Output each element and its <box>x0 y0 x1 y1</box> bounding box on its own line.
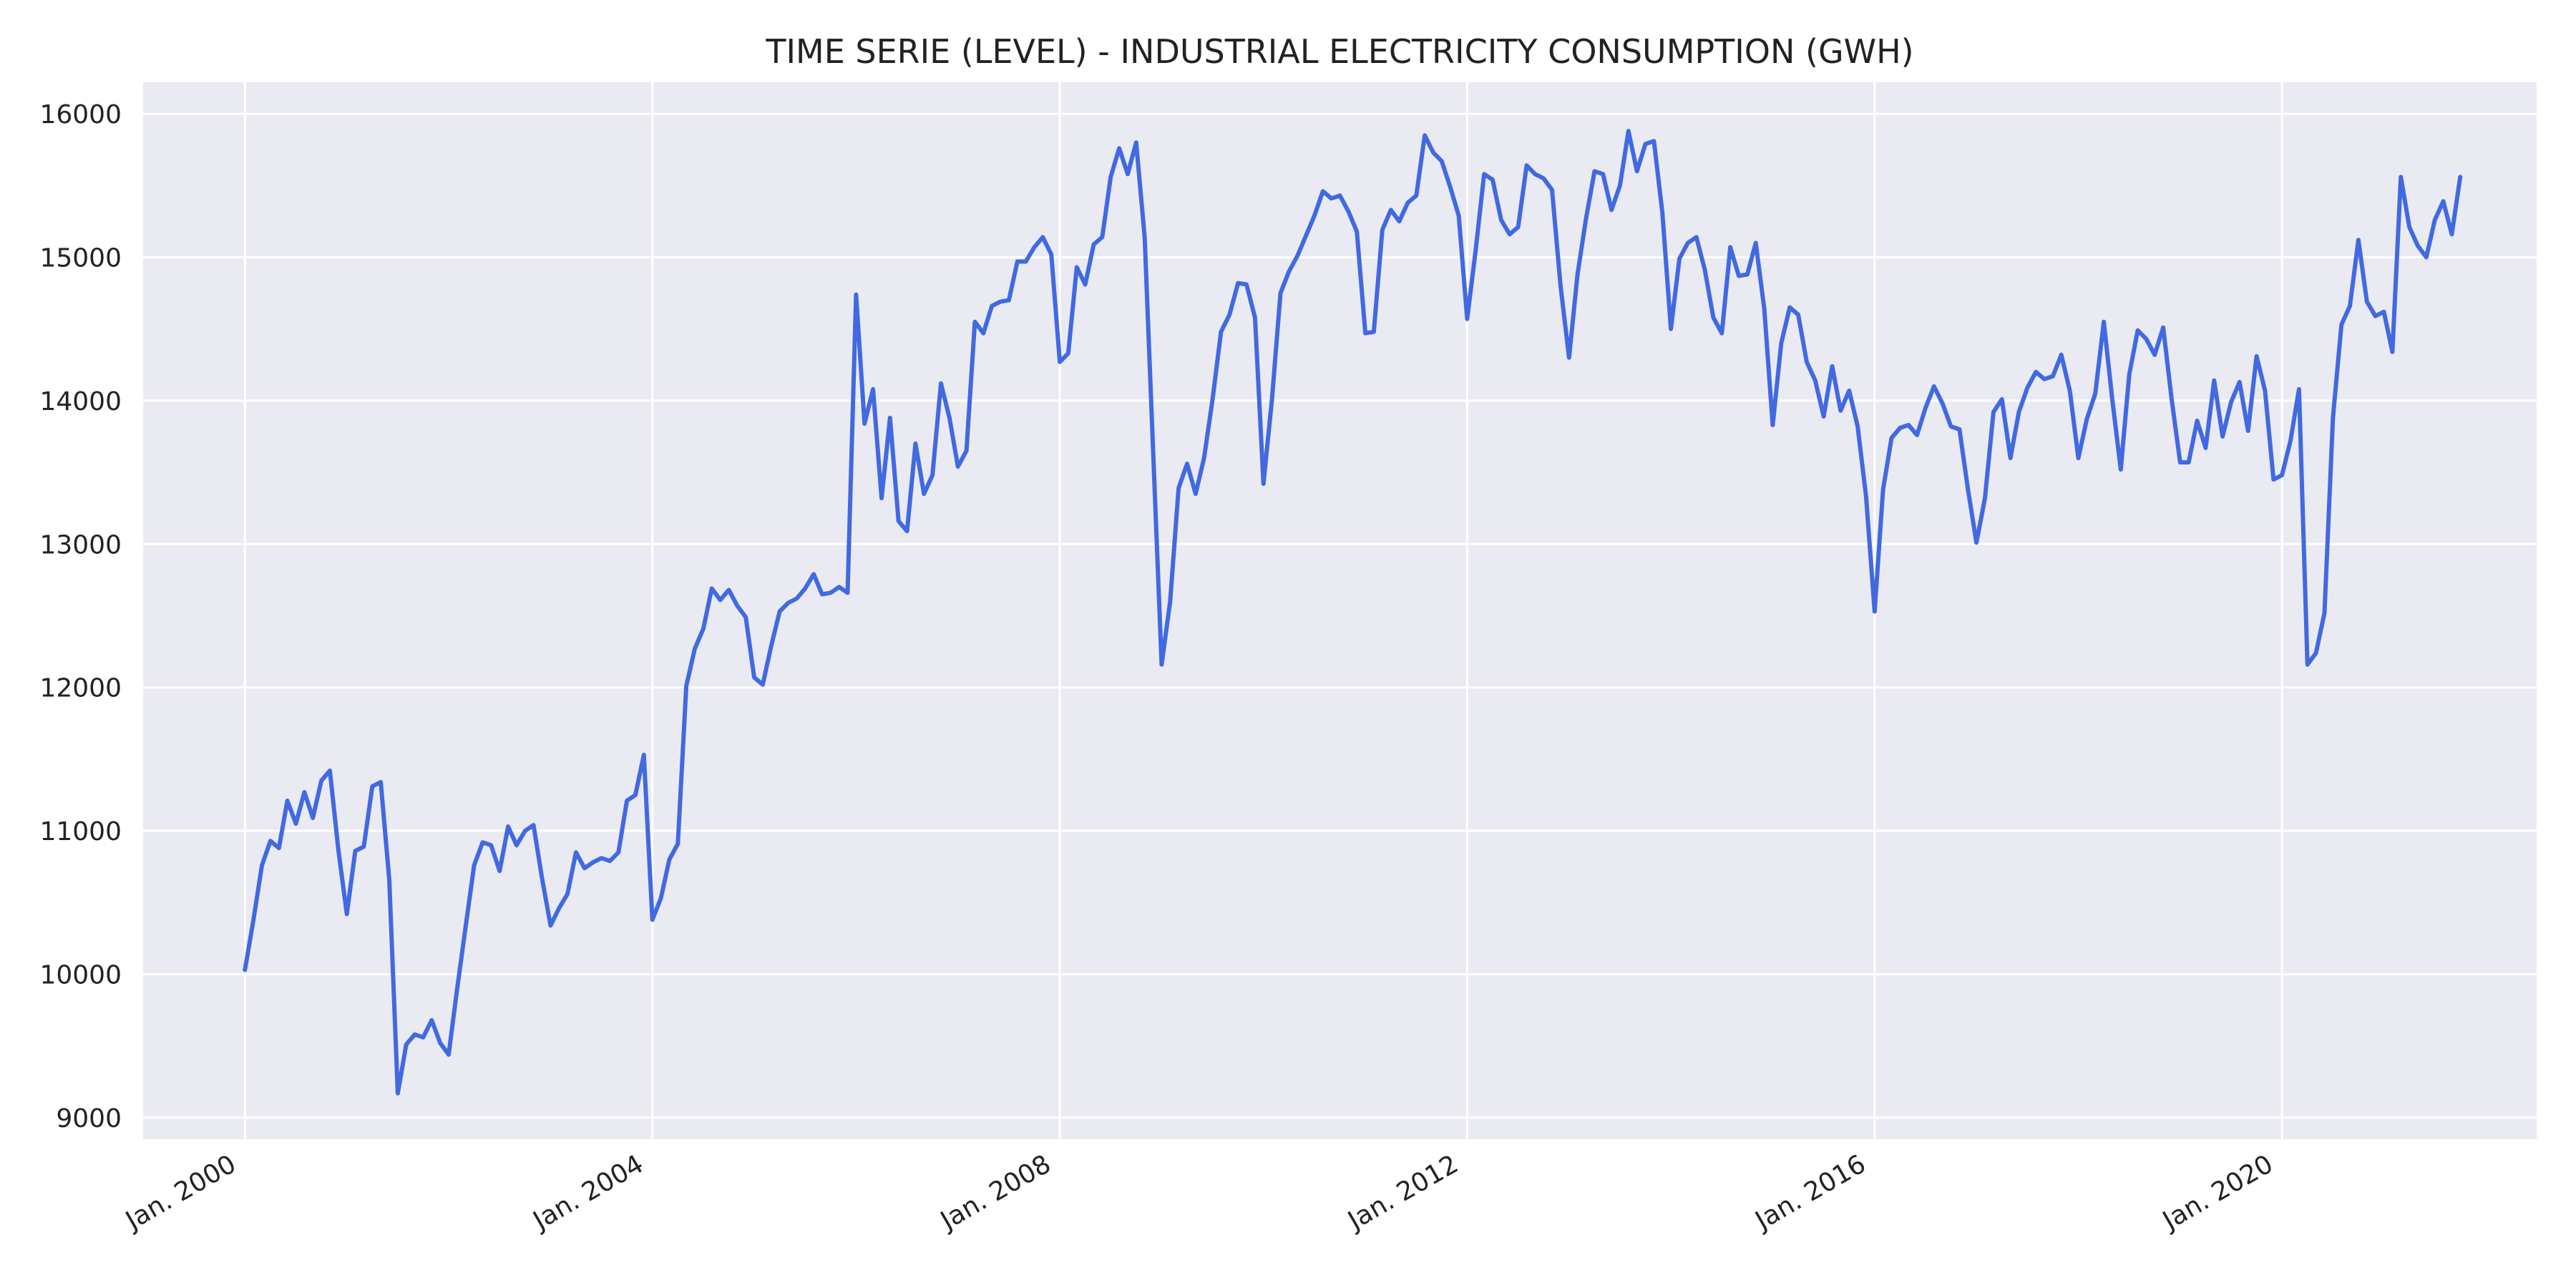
y-tick-label: 14000 <box>39 387 122 416</box>
y-tick-label: 12000 <box>39 674 122 703</box>
y-tick-label: 9000 <box>56 1104 122 1133</box>
chart-title: TIME SERIE (LEVEL) - INDUSTRIAL ELECTRIC… <box>765 32 1913 71</box>
y-tick-label: 15000 <box>39 243 122 273</box>
y-axis-tick-labels: 9000 10000 11000 12000 13000 14000 15000 16000 <box>39 100 122 1133</box>
y-tick-label: 13000 <box>39 530 122 560</box>
y-tick-label: 10000 <box>39 961 122 990</box>
gridlines <box>143 82 2537 1139</box>
y-tick-label: 11000 <box>39 817 122 847</box>
plot-area <box>143 82 2537 1139</box>
y-tick-label: 16000 <box>39 100 122 130</box>
series-line <box>243 129 2463 1096</box>
